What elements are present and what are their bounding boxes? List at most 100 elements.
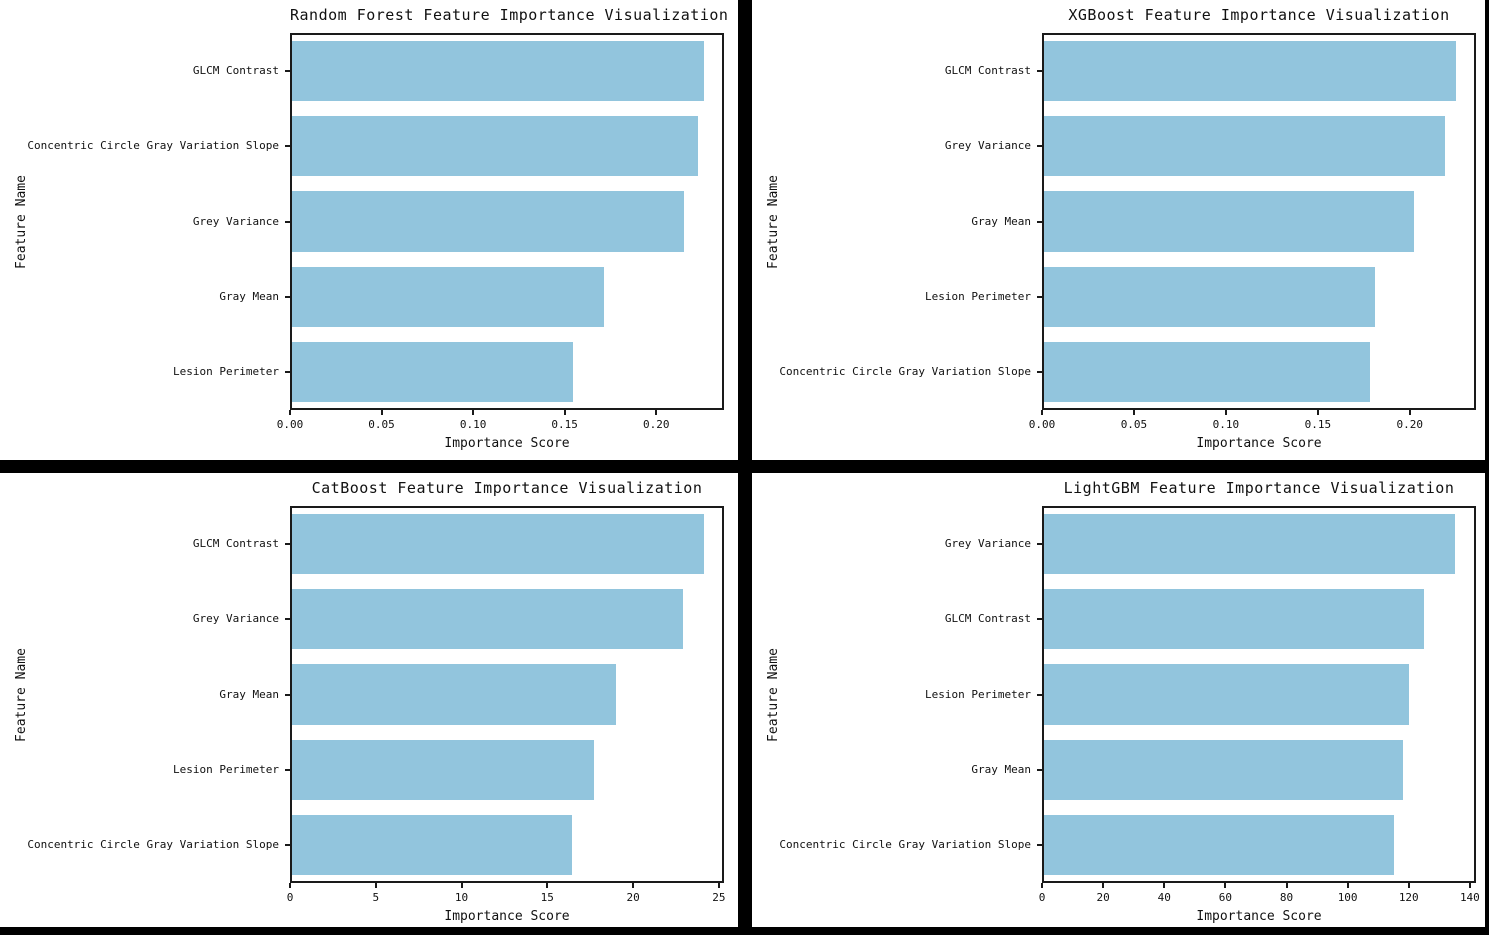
y-tick-mark: [1037, 145, 1042, 148]
x-tick-label: 0.15: [1304, 418, 1332, 431]
bar-concentric-circle-gray-variation-slope: [1044, 815, 1394, 876]
y-tick-label: Concentric Circle Gray Variation Slope: [779, 365, 1031, 379]
bar-lesion-perimeter: [292, 342, 573, 403]
y-tick-mark: [285, 220, 290, 223]
x-tick-label: 0.00: [276, 418, 304, 431]
x-tick-label: 25: [712, 891, 726, 904]
x-tick-mark: [1285, 883, 1288, 888]
x-tick-mark: [546, 883, 549, 888]
x-tick-mark: [289, 883, 291, 888]
bar-glcm-contrast: [292, 513, 704, 574]
y-tick-label: Lesion Perimeter: [925, 687, 1031, 701]
chart-panel-xgboost: XGBoost Feature Importance Visualization…: [752, 0, 1485, 460]
bar-lesion-perimeter: [292, 739, 595, 801]
y-tick-label: Grey Variance: [944, 536, 1031, 550]
x-tick-mark: [1041, 883, 1043, 888]
x-tick-label: 0.10: [1212, 418, 1240, 431]
x-tick-mark: [1163, 883, 1166, 888]
x-tick-mark: [1224, 883, 1227, 888]
y-tick-label: Grey Variance: [192, 612, 279, 626]
bar-lesion-perimeter: [1044, 664, 1410, 725]
y-tick-mark: [285, 542, 290, 545]
bar-lesion-perimeter: [1044, 266, 1376, 328]
x-axis-label: Importance Score: [1196, 436, 1322, 451]
x-tick-mark: [1407, 883, 1410, 888]
y-tick-label: Concentric Circle Gray Variation Slope: [27, 838, 279, 852]
y-tick-mark: [1037, 69, 1042, 72]
y-tick-mark: [1037, 542, 1042, 545]
bar-gray-mean: [292, 266, 604, 328]
x-tick-label: 0.15: [551, 418, 578, 431]
x-tick-label: 0.20: [642, 418, 670, 431]
y-tick-mark: [285, 295, 290, 298]
y-tick-label: Grey Variance: [944, 139, 1031, 153]
chart-title: LightGBM Feature Importance Visualizatio…: [1063, 479, 1455, 497]
bar-grey-variance: [1044, 115, 1445, 177]
x-tick-label: 0.05: [368, 418, 395, 431]
bar-glcm-contrast: [1044, 588, 1425, 650]
y-tick-mark: [1037, 295, 1042, 298]
x-tick-mark: [374, 883, 377, 888]
y-tick-mark: [1037, 220, 1042, 223]
bar-grey-variance: [1044, 513, 1455, 574]
x-tick-label: 20: [626, 891, 640, 904]
x-tick-mark: [1346, 883, 1349, 888]
bar-concentric-circle-gray-variation-slope: [1044, 342, 1370, 403]
x-tick-label: 0.20: [1396, 418, 1424, 431]
y-tick-label: GLCM Contrast: [944, 612, 1031, 626]
y-tick-label: Lesion Perimeter: [173, 762, 279, 776]
x-tick-label: 120: [1398, 891, 1419, 904]
x-tick-label: 80: [1279, 891, 1294, 904]
bar-gray-mean: [1044, 739, 1403, 801]
x-tick-label: 60: [1218, 891, 1232, 904]
x-tick-mark: [655, 410, 658, 415]
x-tick-mark: [1468, 883, 1471, 888]
x-tick-label: 140: [1459, 891, 1480, 904]
x-tick-label: 0.00: [1028, 418, 1056, 431]
y-tick-mark: [1037, 693, 1042, 696]
y-tick-mark: [285, 618, 290, 621]
x-tick-mark: [1132, 410, 1135, 415]
x-tick-label: 0: [1038, 891, 1046, 904]
bar-concentric-circle-gray-variation-slope: [292, 115, 699, 177]
y-tick-mark: [285, 844, 290, 847]
chart-title: Random Forest Feature Importance Visuali…: [290, 6, 729, 24]
y-tick-label: Gray Mean: [971, 214, 1031, 228]
y-tick-mark: [285, 371, 290, 374]
x-tick-mark: [472, 410, 475, 415]
y-tick-label: Gray Mean: [219, 289, 279, 303]
bar-glcm-contrast: [292, 40, 704, 101]
bar-glcm-contrast: [1044, 40, 1456, 101]
x-tick-label: 15: [540, 891, 554, 904]
y-tick-label: GLCM Contrast: [192, 536, 279, 550]
chart-title: CatBoost Feature Importance Visualizatio…: [311, 479, 703, 497]
y-tick-label: Lesion Perimeter: [925, 289, 1031, 303]
y-tick-mark: [1037, 768, 1042, 771]
y-tick-mark: [285, 693, 290, 696]
y-tick-mark: [1037, 844, 1042, 847]
x-axis-label: Importance Score: [444, 909, 570, 924]
y-tick-label: GLCM Contrast: [192, 63, 279, 77]
bar-grey-variance: [292, 191, 684, 252]
x-tick-label: 40: [1157, 891, 1171, 904]
y-tick-label: Concentric Circle Gray Variation Slope: [779, 838, 1031, 852]
y-tick-label: Lesion Perimeter: [173, 365, 279, 379]
x-tick-mark: [380, 410, 383, 415]
chart-panel-lightgbm: LightGBM Feature Importance Visualizatio…: [752, 473, 1485, 927]
x-tick-mark: [289, 410, 291, 415]
x-tick-label: 5: [372, 891, 380, 904]
y-tick-label: Grey Variance: [192, 214, 279, 228]
y-tick-mark: [285, 145, 290, 148]
x-tick-label: 10: [454, 891, 469, 904]
y-tick-label: Gray Mean: [219, 687, 279, 701]
x-axis-label: Importance Score: [1196, 909, 1322, 924]
x-axis-label: Importance Score: [444, 436, 570, 451]
y-tick-label: Gray Mean: [971, 762, 1031, 776]
bar-grey-variance: [292, 588, 684, 650]
y-tick-mark: [1037, 371, 1042, 374]
x-tick-label: 20: [1096, 891, 1110, 904]
bar-concentric-circle-gray-variation-slope: [292, 815, 573, 876]
x-tick-mark: [460, 883, 463, 888]
chart-title: XGBoost Feature Importance Visualization: [1068, 6, 1450, 24]
y-tick-label: GLCM Contrast: [944, 63, 1031, 77]
